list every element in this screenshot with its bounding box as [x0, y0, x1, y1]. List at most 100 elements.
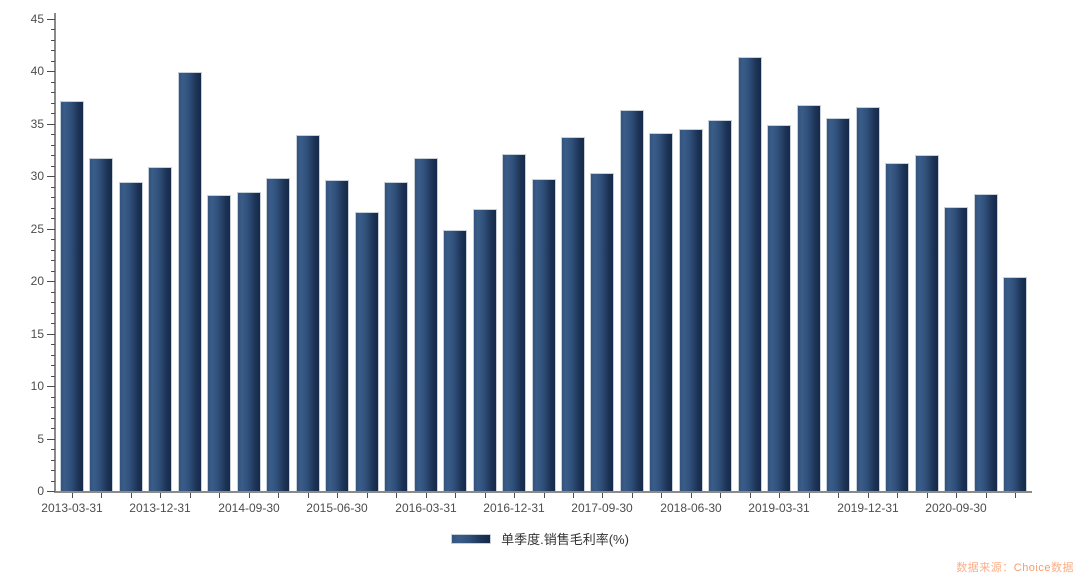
x-tick — [868, 493, 869, 498]
y-minor-tick — [51, 155, 55, 156]
x-tick-label: 2016-12-31 — [483, 501, 545, 515]
bar[interactable] — [473, 209, 497, 491]
bar[interactable] — [915, 155, 939, 491]
bar[interactable] — [237, 192, 261, 491]
bar[interactable] — [60, 101, 84, 491]
bar[interactable] — [119, 182, 143, 491]
x-tick — [1015, 493, 1016, 498]
x-tick — [720, 493, 721, 498]
x-tick — [367, 493, 368, 498]
x-tick — [897, 493, 898, 498]
x-tick — [219, 493, 220, 498]
bar[interactable] — [944, 207, 968, 491]
y-minor-tick — [51, 355, 55, 356]
y-minor-tick — [51, 197, 55, 198]
x-tick — [455, 493, 456, 498]
y-minor-tick — [51, 449, 55, 450]
x-tick — [396, 493, 397, 498]
x-axis-line — [54, 491, 1032, 493]
bar[interactable] — [561, 137, 585, 491]
x-tick — [927, 493, 928, 498]
y-minor-tick — [51, 407, 55, 408]
bar[interactable] — [207, 195, 231, 491]
bar[interactable] — [178, 72, 202, 491]
y-minor-tick — [51, 40, 55, 41]
bar[interactable] — [797, 105, 821, 491]
y-minor-tick — [51, 208, 55, 209]
y-minor-tick — [51, 145, 55, 146]
bar[interactable] — [1003, 277, 1027, 491]
bar[interactable] — [502, 154, 526, 491]
y-minor-tick — [51, 260, 55, 261]
x-tick — [72, 493, 73, 498]
x-tick — [514, 493, 515, 498]
y-minor-tick — [51, 218, 55, 219]
y-minor-tick — [51, 103, 55, 104]
y-minor-tick — [51, 166, 55, 167]
x-tick-label: 2020-09-30 — [925, 501, 987, 515]
y-minor-tick — [51, 82, 55, 83]
bar[interactable] — [885, 163, 909, 491]
bar[interactable] — [532, 179, 556, 491]
bar[interactable] — [620, 110, 644, 491]
x-tick — [337, 493, 338, 498]
x-tick-label: 2015-06-30 — [306, 501, 368, 515]
bar[interactable] — [325, 180, 349, 491]
y-minor-tick — [51, 323, 55, 324]
y-tick-label: 40 — [30, 64, 44, 78]
bar[interactable] — [355, 212, 379, 491]
bar[interactable] — [296, 135, 320, 491]
bar[interactable] — [148, 167, 172, 491]
legend[interactable]: 单季度.销售毛利率(%) — [0, 529, 1080, 548]
y-minor-tick — [51, 470, 55, 471]
bar[interactable] — [826, 118, 850, 491]
x-tick — [956, 493, 957, 498]
bar[interactable] — [679, 129, 703, 491]
x-tick — [131, 493, 132, 498]
y-minor-tick — [51, 271, 55, 272]
y-minor-tick — [51, 428, 55, 429]
x-tick — [485, 493, 486, 498]
data-source-credit: 数据来源：Choice数据 — [956, 559, 1074, 575]
bar[interactable] — [649, 133, 673, 491]
bar[interactable] — [414, 158, 438, 491]
bar[interactable] — [590, 173, 614, 491]
bar[interactable] — [384, 182, 408, 491]
y-minor-tick — [51, 134, 55, 135]
y-tick — [47, 19, 55, 20]
x-tick — [544, 493, 545, 498]
bar[interactable] — [443, 230, 467, 491]
x-tick — [573, 493, 574, 498]
x-tick-label: 2018-06-30 — [660, 501, 722, 515]
x-tick-label: 2016-03-31 — [395, 501, 457, 515]
y-tick — [47, 229, 55, 230]
bar[interactable] — [266, 178, 290, 491]
x-tick — [750, 493, 751, 498]
y-tick-label: 30 — [30, 169, 44, 183]
source-prefix: 数据来源： — [956, 562, 1014, 574]
y-minor-tick — [51, 250, 55, 251]
x-tick — [101, 493, 102, 498]
x-tick-label: 2017-09-30 — [571, 501, 633, 515]
y-tick-label: 10 — [30, 379, 44, 393]
y-tick-label: 25 — [30, 222, 44, 236]
bar[interactable] — [767, 125, 791, 491]
y-tick — [47, 491, 55, 492]
y-minor-tick — [51, 92, 55, 93]
y-tick — [47, 281, 55, 282]
x-tick — [691, 493, 692, 498]
y-tick-label: 45 — [30, 12, 44, 26]
source-brand: Choice — [1013, 562, 1051, 574]
y-minor-tick — [51, 418, 55, 419]
x-tick — [779, 493, 780, 498]
x-tick — [632, 493, 633, 498]
bar[interactable] — [89, 158, 113, 491]
y-minor-tick — [51, 481, 55, 482]
x-tick-label: 2014-09-30 — [218, 501, 280, 515]
bar[interactable] — [708, 120, 732, 491]
bar[interactable] — [974, 194, 998, 491]
bar[interactable] — [738, 57, 762, 491]
bar[interactable] — [856, 107, 880, 491]
x-tick — [838, 493, 839, 498]
